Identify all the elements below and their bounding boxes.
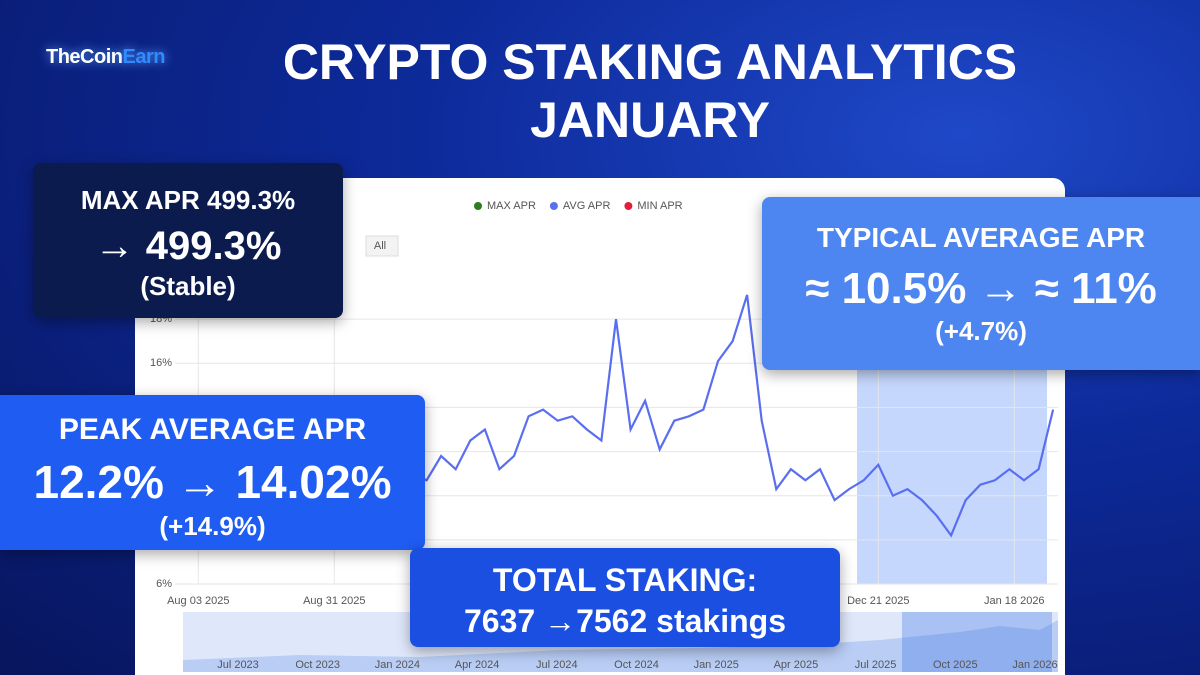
card-title: TYPICAL AVERAGE APR xyxy=(816,222,1146,253)
logo: TheCoinEarn xyxy=(46,46,165,69)
card-note: (Stable) xyxy=(140,271,236,301)
logo-text: TheCoin xyxy=(46,46,123,68)
card-value: 12.2% → 14.02% xyxy=(33,456,392,508)
navigator-label: Jul 2024 xyxy=(536,659,578,671)
card-title: MAX APR 499.3% xyxy=(80,185,296,215)
navigator-label: Apr 2024 xyxy=(455,659,500,671)
title-line: CRYPTO STAKING ANALYTICS xyxy=(282,34,1018,90)
card: TYPICAL AVERAGE APR ≈ 10.5% → ≈ 11% (+4.… xyxy=(762,197,1200,370)
card-value: → 499.3% xyxy=(94,224,282,268)
card-title: TOTAL STAKING: xyxy=(492,562,758,598)
legend-marker xyxy=(549,202,558,210)
title-line: JANUARY xyxy=(530,92,770,148)
x-tick-label: Jan 18 2026 xyxy=(984,595,1045,607)
card: MAX APR 499.3% → 499.3% (Stable) xyxy=(33,163,343,318)
data-line xyxy=(368,294,1055,538)
navigator-label: Oct 2025 xyxy=(933,659,978,671)
navigator-label: Jan 2024 xyxy=(375,659,420,671)
navigator-label: Jan 2025 xyxy=(694,659,739,671)
navigator-area xyxy=(183,620,1058,672)
legend-label: MIN APR xyxy=(637,200,682,212)
x-tick-label: Dec 21 2025 xyxy=(847,595,909,607)
navigator-label: Jul 2023 xyxy=(217,659,259,671)
card: PEAK AVERAGE APR 12.2% → 14.02% (+14.9%) xyxy=(0,395,425,550)
navigator-label: Jul 2025 xyxy=(855,659,897,671)
card: TOTAL STAKING: 7637 →7562 stakings xyxy=(410,548,840,647)
card-value: ≈ 10.5% → ≈ 11% xyxy=(805,264,1157,313)
card-note: (+4.7%) xyxy=(935,316,1027,346)
title: CRYPTO STAKING ANALYTICS JANUARY xyxy=(200,33,1100,149)
range-button[interactable] xyxy=(365,235,399,257)
navigator-selection xyxy=(902,612,1052,672)
navigator-label: Jan 2026 xyxy=(1012,659,1057,671)
range-button-label[interactable]: All xyxy=(374,240,386,252)
card-note: (+14.9%) xyxy=(159,511,266,541)
legend-marker xyxy=(474,202,482,210)
card-title: PEAK AVERAGE APR xyxy=(58,413,367,446)
legend-marker xyxy=(624,202,633,210)
legend-label: MAX APR xyxy=(487,200,536,212)
x-tick-label: Aug 31 2025 xyxy=(303,595,365,607)
y-tick-label: 16% xyxy=(150,357,172,369)
y-tick-label: 6% xyxy=(156,578,172,590)
navigator-label: Oct 2023 xyxy=(295,659,340,671)
card-value: 7637 →7562 stakings xyxy=(464,603,786,639)
legend-label: AVG APR xyxy=(563,200,611,212)
logo-text: Earn xyxy=(122,46,166,68)
navigator-label: Oct 2024 xyxy=(614,659,659,671)
navigator-label: Apr 2025 xyxy=(774,659,819,671)
x-tick-label: Aug 03 2025 xyxy=(167,595,229,607)
